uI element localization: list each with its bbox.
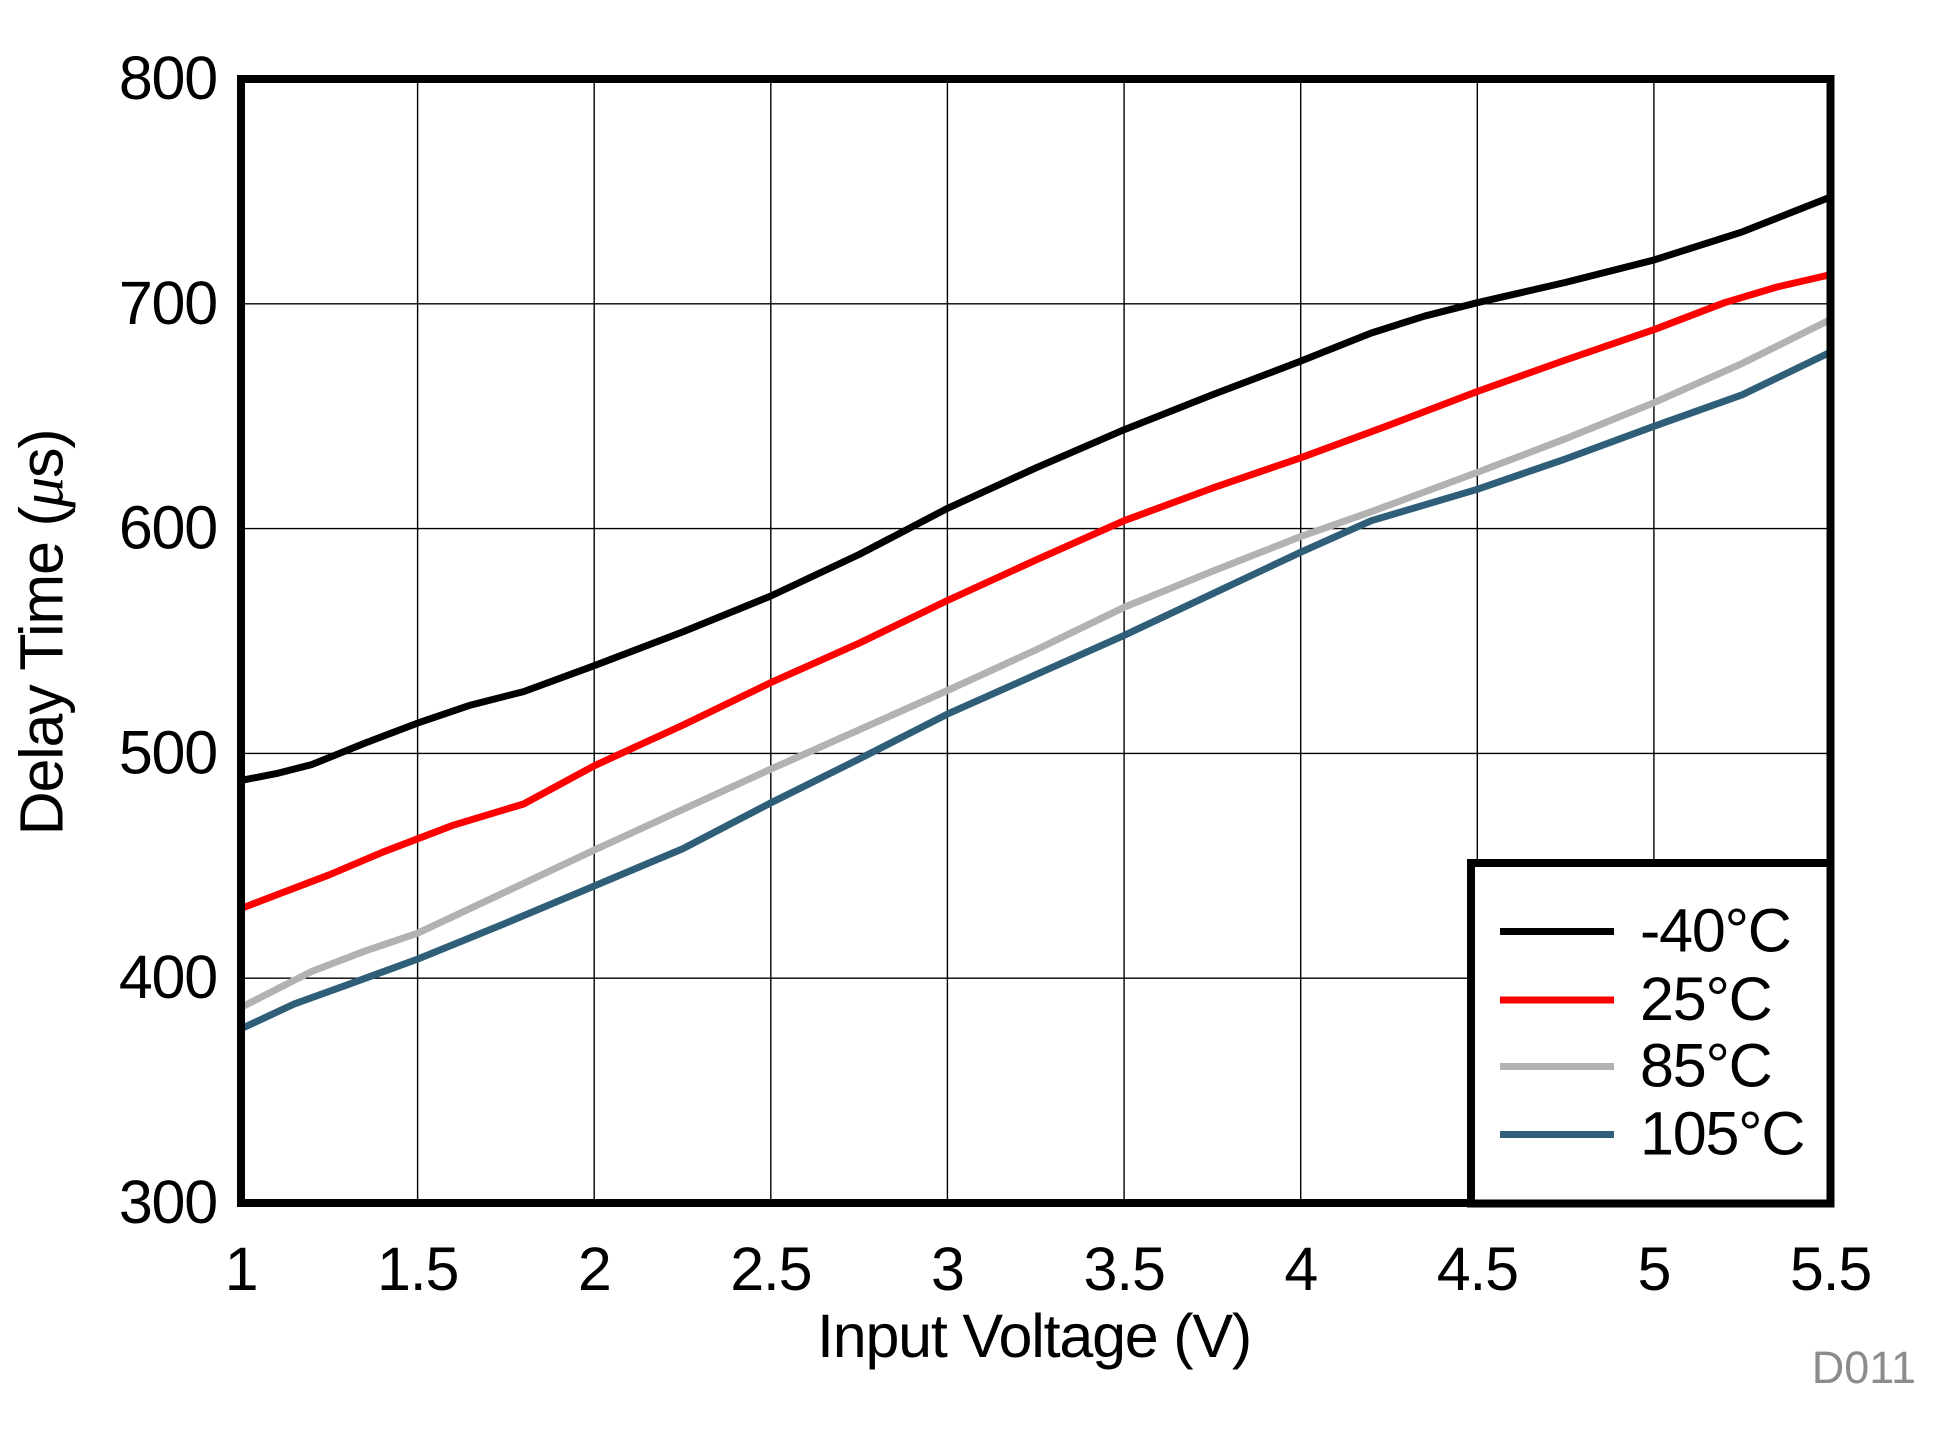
svg-text:2: 2	[578, 1235, 611, 1303]
svg-text:Delay Time (μs): Delay Time (μs)	[8, 430, 77, 836]
svg-text:Input Voltage (V): Input Voltage (V)	[817, 1302, 1251, 1370]
svg-text:D011: D011	[1812, 1342, 1916, 1393]
svg-text:3: 3	[931, 1235, 964, 1303]
svg-text:2.5: 2.5	[730, 1235, 811, 1303]
svg-text:105°C: 105°C	[1640, 1100, 1804, 1168]
svg-text:5.5: 5.5	[1790, 1235, 1871, 1303]
svg-text:1.5: 1.5	[377, 1235, 458, 1303]
svg-text:300: 300	[119, 1168, 217, 1236]
svg-text:4: 4	[1284, 1235, 1317, 1303]
svg-text:700: 700	[119, 269, 217, 337]
svg-text:500: 500	[119, 718, 217, 786]
svg-text:600: 600	[119, 494, 217, 562]
svg-text:800: 800	[119, 44, 217, 112]
svg-text:-40°C: -40°C	[1640, 897, 1791, 965]
svg-text:4.5: 4.5	[1437, 1235, 1518, 1303]
svg-text:25°C: 25°C	[1640, 965, 1772, 1033]
svg-text:400: 400	[119, 943, 217, 1011]
svg-text:1: 1	[225, 1235, 258, 1303]
svg-text:85°C: 85°C	[1640, 1032, 1772, 1100]
svg-text:5: 5	[1638, 1235, 1671, 1303]
svg-text:3.5: 3.5	[1083, 1235, 1164, 1303]
